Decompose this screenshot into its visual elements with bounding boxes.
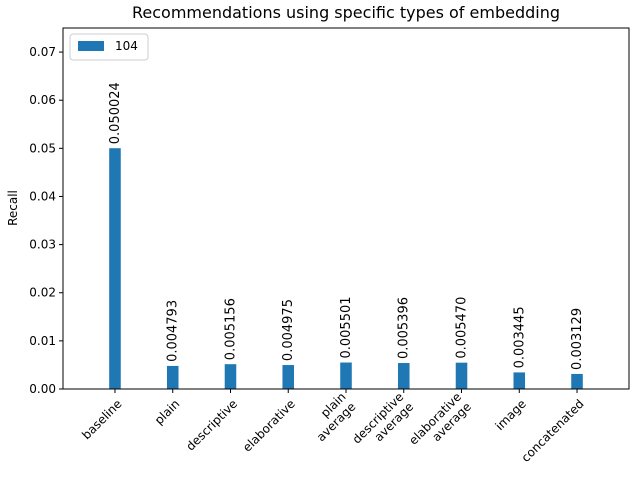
bar-value-label: 0.005396 xyxy=(397,297,412,359)
bar xyxy=(340,362,352,389)
bar xyxy=(224,364,237,389)
y-tick-label: 0.02 xyxy=(29,286,56,300)
bar-value-label: 0.003129 xyxy=(570,308,585,370)
bar-value-label: 0.004975 xyxy=(281,299,296,361)
x-tick-label: descriptive xyxy=(183,397,240,454)
y-axis-ticks: 0.00 0.01 0.02 0.03 0.04 0.05 0.06 0.07 xyxy=(29,45,63,396)
bar xyxy=(397,363,410,389)
y-tick-label: 0.04 xyxy=(29,189,56,203)
y-tick-label: 0.07 xyxy=(29,45,56,59)
bar-value-label: 0.003445 xyxy=(512,306,527,368)
bar-value-label: 0.005470 xyxy=(455,297,470,359)
legend-label: 104 xyxy=(115,39,138,53)
bar xyxy=(571,373,583,389)
y-tick-label: 0.00 xyxy=(29,382,56,396)
y-tick-label: 0.03 xyxy=(29,238,56,252)
y-axis-label: Recall xyxy=(6,190,20,226)
x-tick-label-line: plain xyxy=(152,397,183,428)
chart-title: Recommendations using specific types of … xyxy=(132,3,560,22)
x-tick-label: elaborative xyxy=(240,397,298,455)
bar xyxy=(166,365,179,389)
bars xyxy=(109,148,583,389)
x-tick-label-line: concatenated xyxy=(519,397,587,465)
x-tick-label: concatenated xyxy=(519,397,587,465)
x-tick-label: plain xyxy=(152,397,183,428)
bar xyxy=(513,372,526,389)
x-tick-label-line: baseline xyxy=(79,397,124,442)
plot-area-frame xyxy=(62,27,630,390)
x-tick-label: image xyxy=(493,397,529,433)
x-tick-label: baseline xyxy=(79,397,124,442)
x-axis-ticks: baseline plain descriptive elaborative plain… xyxy=(79,389,587,465)
y-tick-label: 0.05 xyxy=(29,141,56,155)
bar xyxy=(109,148,121,389)
legend-box xyxy=(69,33,149,61)
legend-swatch xyxy=(78,41,104,51)
bar-value-label: 0.004793 xyxy=(166,300,181,362)
bar-value-label: 0.050024 xyxy=(108,82,123,144)
bar-value-labels: 0.050024 0.004793 0.005156 0.004975 0.005501… xyxy=(108,82,585,370)
y-tick-label: 0.01 xyxy=(29,334,56,348)
legend: 104 xyxy=(69,33,149,61)
bar xyxy=(282,365,295,389)
bar xyxy=(455,362,468,389)
bar-value-label: 0.005156 xyxy=(223,298,238,360)
y-tick-label: 0.06 xyxy=(29,93,56,107)
x-tick-label: descriptiveaverage xyxy=(350,390,417,457)
x-tick-label-line: image xyxy=(493,397,529,433)
x-tick-label-line: elaborative xyxy=(240,397,298,455)
bar-value-label: 0.005501 xyxy=(339,296,354,358)
x-tick-label-line: descriptive xyxy=(183,397,240,454)
x-tick-label: elaborativeaverage xyxy=(406,390,474,458)
